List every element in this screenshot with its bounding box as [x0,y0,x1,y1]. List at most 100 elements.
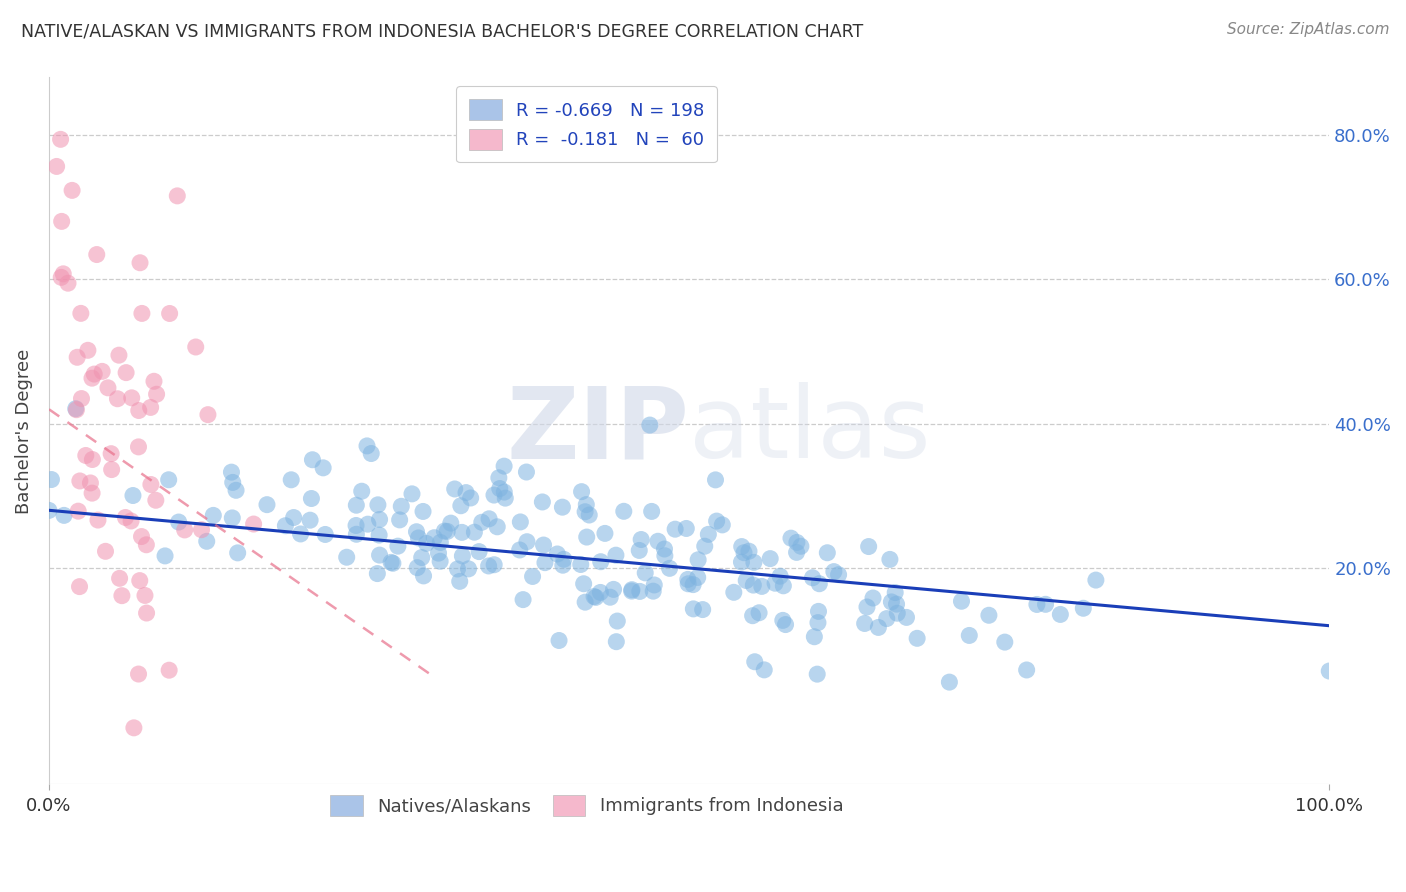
Point [509,515,531,529]
Point [723,585,745,599]
Point [509,543,531,558]
Point [482,488,505,502]
Point [336,550,359,565]
Point [1071,601,1094,615]
Point [412,504,434,518]
Point [314,527,336,541]
Point [516,534,538,549]
Point [553,552,575,566]
Point [51,214,73,228]
Point [107,392,129,406]
Point [429,554,451,568]
Point [82,452,104,467]
Point [128,440,150,454]
Point [599,591,621,605]
Point [823,565,845,579]
Point [692,602,714,616]
Point [977,608,1000,623]
Point [128,667,150,681]
Point [751,579,773,593]
Point [65,401,87,416]
Point [688,553,710,567]
Point [274,518,297,533]
Point [446,562,468,576]
Point [704,473,727,487]
Point [682,602,704,616]
Point [522,569,544,583]
Point [801,571,824,585]
Point [741,608,763,623]
Point [77,343,100,358]
Point [950,594,973,608]
Point [1049,607,1071,622]
Point [706,514,728,528]
Point [460,491,482,505]
Point [1035,597,1057,611]
Point [482,558,505,572]
Point [69,474,91,488]
Point [994,635,1017,649]
Point [129,256,152,270]
Point [65,402,87,417]
Point [548,633,571,648]
Point [790,539,813,553]
Point [807,604,830,618]
Point [643,584,665,599]
Point [647,534,669,549]
Point [754,663,776,677]
Point [360,446,382,460]
Point [66,351,89,365]
Point [578,508,600,522]
Point [139,477,162,491]
Point [733,546,755,560]
Point [401,487,423,501]
Point [896,610,918,624]
Point [856,599,879,614]
Point [67,504,90,518]
Point [675,521,697,535]
Point [221,465,243,479]
Point [676,573,699,587]
Point [111,589,134,603]
Point [605,548,627,562]
Point [256,498,278,512]
Point [613,504,636,518]
Point [91,364,114,378]
Point [759,551,782,566]
Point [128,574,150,588]
Point [471,516,494,530]
Legend: Natives/Alaskans, Immigrants from Indonesia: Natives/Alaskans, Immigrants from Indone… [321,786,852,825]
Point [139,401,162,415]
Point [807,615,830,630]
Point [56,276,79,290]
Point [368,548,391,562]
Point [195,534,218,549]
Point [575,530,598,544]
Point [87,513,110,527]
Point [389,500,412,514]
Point [463,525,485,540]
Point [1015,663,1038,677]
Point [108,571,131,585]
Point [905,632,928,646]
Point [411,550,433,565]
Point [697,527,720,541]
Point [79,475,101,490]
Point [115,366,138,380]
Point [769,569,792,583]
Point [97,381,120,395]
Point [344,518,367,533]
Point [226,546,249,560]
Point [468,544,491,558]
Point [75,449,97,463]
Point [478,558,501,573]
Point [70,392,93,406]
Point [433,524,456,538]
Point [190,523,212,537]
Point [368,528,391,542]
Point [436,524,458,539]
Point [494,459,516,474]
Point [131,306,153,320]
Point [45,160,67,174]
Point [60,183,83,197]
